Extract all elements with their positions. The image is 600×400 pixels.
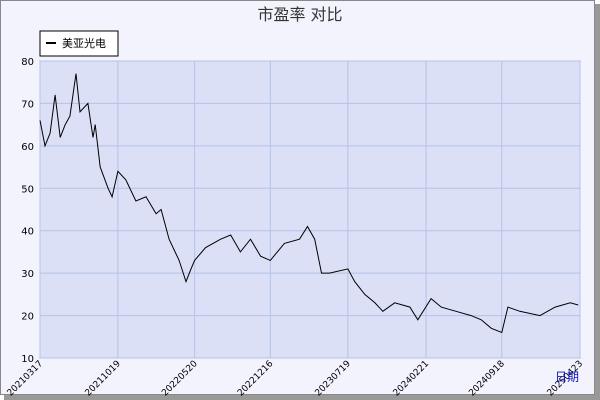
y-tick-label: 10 <box>21 354 34 365</box>
line <box>39 73 579 334</box>
plot-area <box>39 60 581 359</box>
chart-title: 市盈率 对比 <box>257 5 342 24</box>
y-tick-label: 30 <box>21 269 34 280</box>
shadow <box>595 4 600 400</box>
y-tick-label: 50 <box>21 184 34 195</box>
y-tick-label: 20 <box>21 312 34 323</box>
y-tick-label: 60 <box>21 142 34 153</box>
x-axis-label: 日期 <box>555 370 579 384</box>
legend: 美亚光电 <box>39 30 119 57</box>
shadow <box>4 395 600 400</box>
legend-label: 美亚光电 <box>62 36 106 50</box>
y-tick-label: 80 <box>21 57 34 68</box>
y-tick-label: 70 <box>21 99 34 110</box>
y-tick-label: 40 <box>21 227 34 238</box>
